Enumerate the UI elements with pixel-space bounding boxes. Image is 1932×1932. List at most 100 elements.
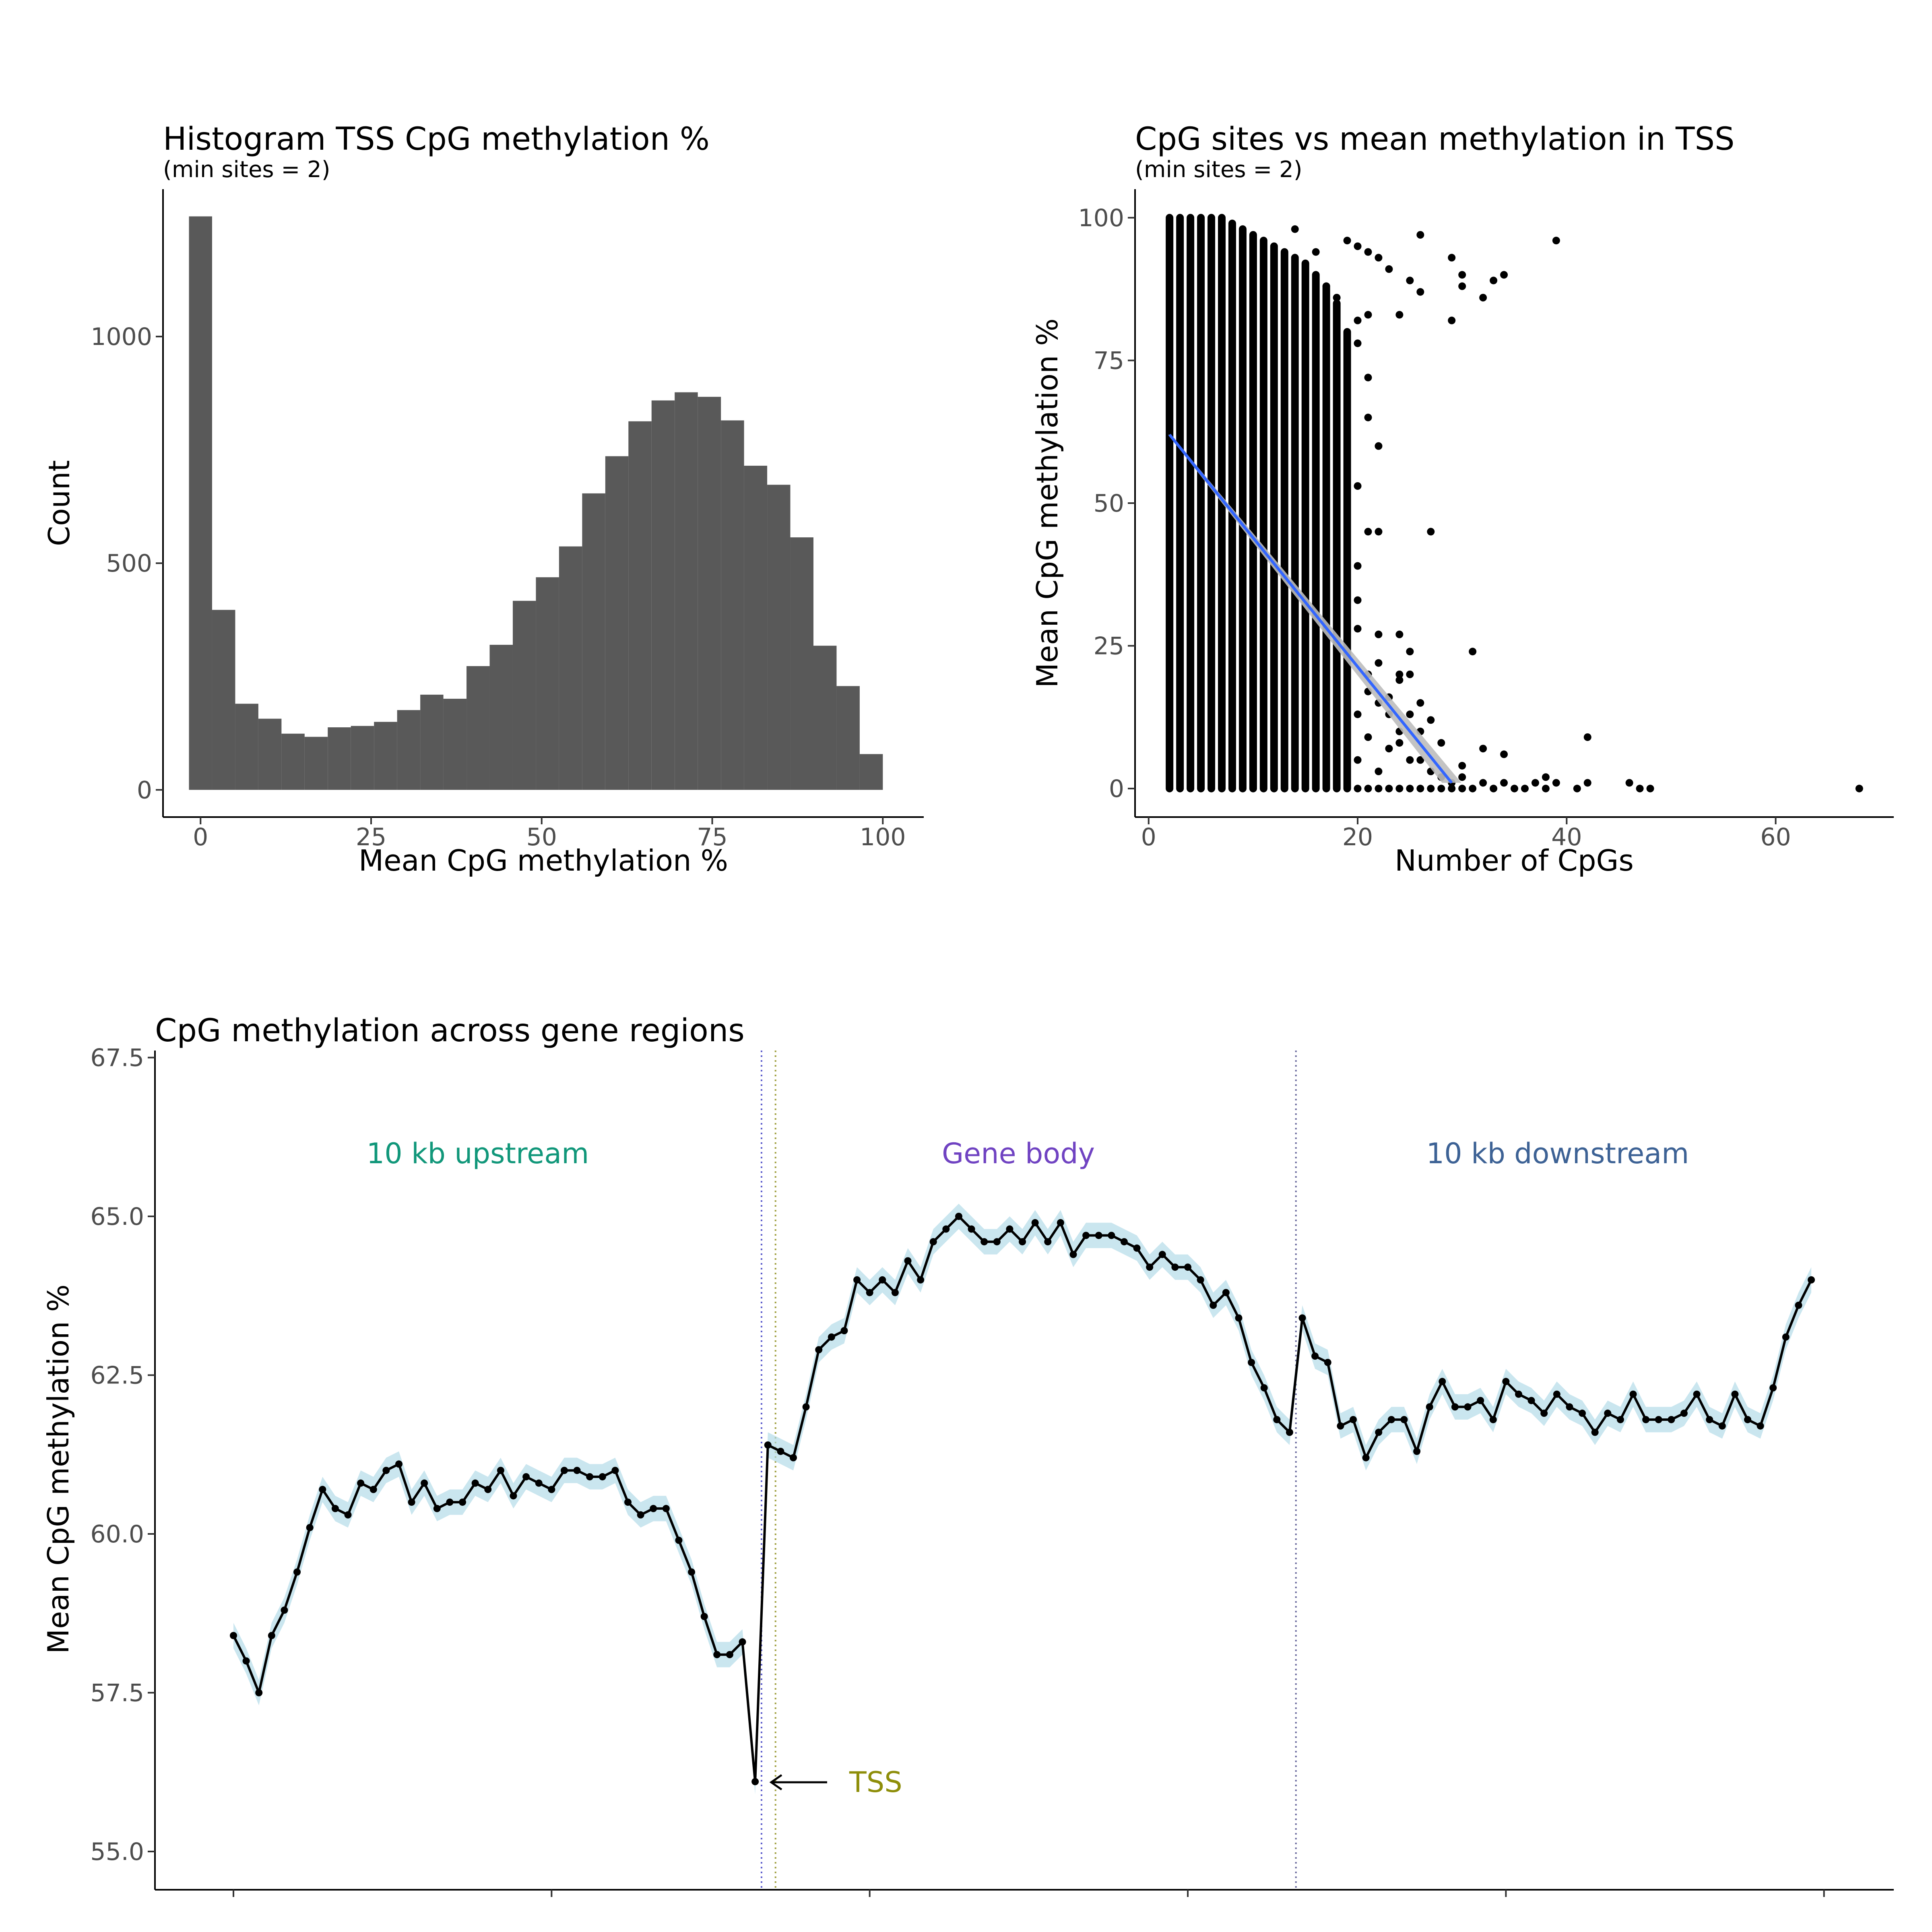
histogram-bar xyxy=(304,737,328,790)
methylation-point xyxy=(777,1447,784,1455)
scatter-point xyxy=(1354,784,1362,793)
methylation-point xyxy=(1540,1410,1548,1417)
methylation-point xyxy=(293,1568,301,1576)
methylation-point xyxy=(942,1225,950,1233)
methylation-point xyxy=(1439,1378,1446,1385)
scatter-point xyxy=(1364,413,1372,421)
histogram-bar xyxy=(536,577,559,790)
histogram-bar xyxy=(698,396,721,790)
scatter-point xyxy=(1354,339,1362,347)
methylation-point xyxy=(1489,1416,1497,1423)
scatter-point xyxy=(1646,784,1654,793)
scatter-point xyxy=(1395,739,1404,747)
methylation-point xyxy=(510,1492,517,1500)
scatter-y-tick-label: 50 xyxy=(1094,489,1124,518)
methylation-point xyxy=(1426,1403,1433,1411)
histogram-y-axis-title: Count xyxy=(42,460,76,546)
scatter-ticks: 0 20 40 60 0 25 50 75 100 xyxy=(1078,204,1791,851)
methylation-point xyxy=(764,1441,772,1449)
methylation-point xyxy=(433,1505,441,1512)
scatter-y-axis-title: Mean CpG methylation % xyxy=(1030,318,1064,688)
methylation-point xyxy=(1095,1232,1102,1239)
methylation-point xyxy=(1158,1251,1166,1258)
methylation-point xyxy=(611,1467,619,1474)
methylation-point xyxy=(1082,1232,1090,1239)
scatter-trend xyxy=(1168,433,1461,784)
histogram-x-tick-label: 100 xyxy=(860,823,906,851)
scatter-point xyxy=(1364,733,1372,741)
histogram-bar xyxy=(790,537,813,790)
methylation-point xyxy=(1706,1416,1713,1423)
scatter-point xyxy=(1500,779,1508,787)
methylation-point xyxy=(560,1467,568,1474)
methylation-point xyxy=(1591,1428,1599,1436)
methylation-point xyxy=(1260,1384,1268,1392)
methylation-point xyxy=(1642,1416,1650,1423)
scatter-point xyxy=(1343,237,1351,245)
histogram-bar xyxy=(559,546,582,790)
histogram-bar xyxy=(466,666,490,790)
scatter-point xyxy=(1437,784,1445,793)
scatter-point xyxy=(1364,248,1372,256)
scatter-point xyxy=(1469,784,1477,793)
methylation-point xyxy=(1108,1232,1115,1239)
methylation-point xyxy=(535,1479,543,1487)
methylation-point xyxy=(789,1454,797,1461)
methylation-point xyxy=(1413,1447,1421,1455)
methylation-point xyxy=(968,1225,975,1233)
methylation-point xyxy=(739,1638,746,1646)
methylation-point xyxy=(1579,1410,1586,1417)
methylation-point xyxy=(1553,1390,1560,1398)
methylation-point xyxy=(1044,1238,1052,1246)
methylation-point xyxy=(1808,1276,1815,1284)
histogram-x-tick-label: 25 xyxy=(356,823,386,851)
methylation-point xyxy=(624,1499,632,1506)
scatter-point xyxy=(1427,784,1435,793)
methylation-point xyxy=(1171,1263,1179,1271)
methylation-point xyxy=(395,1460,402,1468)
scatter-point xyxy=(1395,784,1404,793)
histogram-y-tick-label: 1000 xyxy=(91,323,152,351)
methylation-point xyxy=(408,1499,415,1506)
scatter-point xyxy=(1406,784,1414,793)
scatter-point xyxy=(1531,779,1539,787)
scatter-point xyxy=(1364,528,1372,536)
histogram-bar xyxy=(628,421,652,790)
scatter-point xyxy=(1375,768,1383,776)
methylation-point xyxy=(1031,1219,1039,1226)
methylation-point xyxy=(675,1536,683,1544)
methylation-point xyxy=(446,1499,454,1506)
methylation-point xyxy=(980,1238,988,1246)
methylation-point xyxy=(1235,1314,1243,1322)
scatter-point xyxy=(1354,562,1362,570)
methylation-point xyxy=(929,1238,937,1246)
methylation-point xyxy=(1718,1422,1726,1430)
methylation-point xyxy=(1222,1289,1230,1296)
histogram-panel: Histogram TSS CpG methylation % (min sit… xyxy=(42,121,924,877)
methylation-point xyxy=(319,1486,326,1493)
methylation-point xyxy=(281,1606,288,1614)
methylation-point xyxy=(1680,1410,1688,1417)
scatter-point xyxy=(1385,745,1393,753)
methylation-point xyxy=(1693,1390,1701,1398)
methylation-point xyxy=(1298,1314,1306,1322)
scatter-point xyxy=(1542,784,1550,793)
methylation-point xyxy=(357,1479,365,1487)
methylation-point xyxy=(637,1511,644,1519)
region-label-downstream: 10 kb downstream xyxy=(1426,1137,1689,1170)
histogram-bar xyxy=(605,456,629,790)
methylation-point xyxy=(1273,1416,1281,1423)
methylation-point xyxy=(726,1651,733,1658)
scatter-point xyxy=(1364,784,1372,793)
profile-ticks: 55.0 57.5 60.0 62.5 65.0 67.5 xyxy=(90,1044,1825,1897)
scatter-point xyxy=(1375,784,1383,793)
methylation-point xyxy=(1502,1378,1510,1385)
methylation-point xyxy=(1337,1422,1344,1430)
scatter-point xyxy=(1354,756,1362,764)
scatter-point xyxy=(1511,784,1518,793)
methylation-point xyxy=(891,1289,899,1296)
scatter-point xyxy=(1469,648,1477,656)
methylation-point xyxy=(1387,1416,1395,1423)
methylation-point xyxy=(1757,1422,1764,1430)
